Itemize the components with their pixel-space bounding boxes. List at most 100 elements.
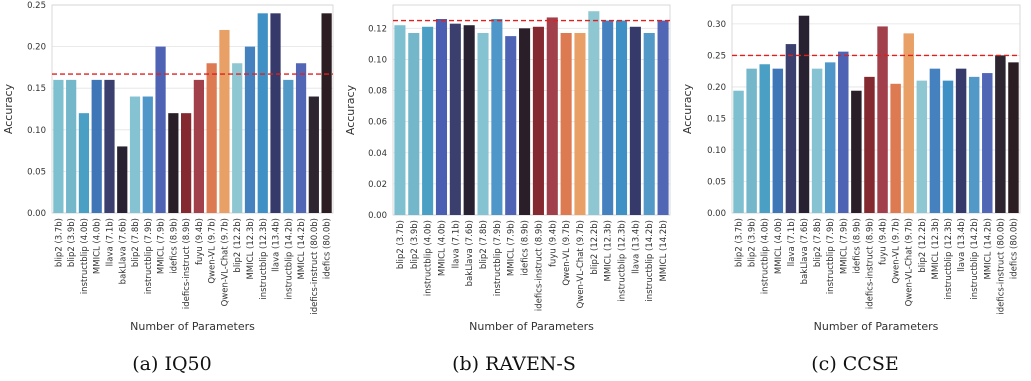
raven-s-bar [463,25,475,215]
ccse-xtick-label: MMICL (12.3b) [931,218,941,280]
raven-s-ytick-label: 0.06 [368,118,387,128]
ccse-bar [916,80,928,214]
ccse-xtick-label: MMICL (14.2b) [983,218,993,280]
ccse-ytick-label: 0.20 [707,83,726,93]
raven-s-ytick-label: 0.08 [368,87,387,97]
raven-s-bar [435,19,448,215]
ccse-xtick-label: idefics-instruct (8.9b) [865,218,875,309]
iq50-bar [270,13,281,213]
iq50-bar [129,96,141,213]
raven-s-bar [574,33,586,215]
iq50-ytick-label: 0.15 [27,84,46,94]
raven-s-xtick-label: llava (13.4b) [631,220,641,274]
raven-s-xtick-label: instructblip (7.9b) [493,220,503,296]
iq50-xtick-label: Qwen-VL (9.7b) [208,218,218,284]
raven-s-bar [657,20,669,215]
ccse-xtick-label: blip2 (7.8b) [813,218,823,267]
iq50-bar [91,79,102,213]
ccse-bar [1008,62,1019,213]
raven-s-bar [546,17,558,216]
iq50-ytick-label: 0.25 [27,1,46,11]
raven-s-xtick-label: blip2 (7.8b) [479,220,489,269]
iq50-ylabel: Accuracy [2,83,15,134]
chart-panel-raven-s: 0.00 0.02 0.04 0.06 0.08 0.10 0.12 blip2 (3.7b)… [344,4,671,333]
ccse-xtick-label: blip2 (3.9b) [748,218,758,267]
raven-s-bar [588,11,600,215]
raven-s-xtick-label: blip2 (3.7b) [396,220,406,269]
iq50-xlabel: Number of Parameters [130,320,255,333]
iq50-ytick-label: 0.05 [27,167,46,177]
iq50-bar [295,63,307,213]
caption-iq50: (a) IQ50 [132,353,211,375]
ccse-bar [929,68,941,213]
raven-s-xtick-label: Qwen-VL-Chat (9.7b) [576,220,586,308]
raven-s-xtick-label: bakLlava (7.6b) [465,220,475,286]
raven-s-xtick-label: MMICL (4.0b) [437,220,447,276]
iq50-bar [53,79,64,213]
iq50-xtick-label: blip2 (3.9b) [67,218,77,267]
iq50-ytick-label: 0.20 [27,43,46,53]
iq50-bar [104,79,115,213]
raven-s-ylabel: Accuracy [344,84,357,135]
ccse-bar [864,76,875,213]
ccse-ytick-label: 0.15 [707,114,726,124]
raven-s-ytick-label: 0.02 [368,180,387,190]
iq50-xtick-label: instructblip (12.3b) [259,218,269,300]
raven-s-ytick-label: 0.10 [368,55,387,65]
iq50-xtick-label: Qwen-VL-Chat (9.7b) [220,218,230,306]
ccse-bar [851,90,862,213]
ccse-xlabel: Number of Parameters [814,320,939,333]
ccse-bar [982,73,993,213]
ccse-bar [785,44,797,213]
iq50-bar [78,113,90,213]
raven-s-bar [532,26,544,216]
raven-s-bar [422,26,434,216]
ccse-ylabel: Accuracy [681,83,694,134]
raven-s-xtick-label: blip2 (12.2b) [590,220,600,275]
iq50-xtick-label: instructblip (14.2b) [284,218,294,300]
raven-s-xtick-label: MMICL (14.2b) [659,220,669,282]
ccse-ytick-label: 0.10 [707,146,726,156]
raven-s-bar [519,28,531,216]
iq50-xtick-label: fuyu (9.4b) [195,218,205,265]
iq50-bar [66,79,77,213]
raven-s-xtick-label: blip2 (3.9b) [410,220,420,269]
raven-s-bar [477,33,489,215]
iq50-xtick-label: idefics-instruct (8.9b) [182,218,192,309]
raven-s-ytick-label: 0.04 [368,149,387,159]
ccse-xtick-label: instructblip (14.2b) [970,218,980,300]
ccse-bar [955,68,967,213]
raven-s-bar [394,25,406,215]
iq50-xtick-label: idefics-instruct (80.0b) [310,218,320,315]
ccse-xtick-label: idefics (8.9b) [852,218,862,274]
raven-s-xtick-label: MMICL (7.9b) [507,220,517,276]
iq50-bar [193,79,204,213]
ccse-bar [995,55,1006,214]
ccse-bar [942,80,954,214]
iq50-xtick-label: instructblip (4.0b) [80,218,90,294]
iq50-bar [308,96,319,213]
ccse-bar [759,64,770,214]
ccse-xtick-label: instructblip (7.9b) [826,218,836,294]
raven-s-bar [643,33,655,215]
raven-s-bar [408,33,420,215]
raven-s-bar [449,23,461,215]
raven-s-xtick-label: instructblip (14.2b) [645,220,655,302]
chart-panel-ccse: 0.00 0.05 0.10 0.15 0.20 0.25 0.30 blip2 (3.7b)… [681,4,1021,333]
iq50-xtick-label: bakLlava (7.6b) [118,218,128,284]
iq50-bar [321,13,332,213]
iq50-bar [206,63,217,213]
iq50-xtick-label: idefics (8.9b) [169,218,179,274]
ccse-bar [890,83,901,214]
ccse-xtick-label: instructblip (4.0b) [761,218,771,294]
ccse-xtick-label: idefics (80.0b) [1009,218,1019,279]
iq50-bar [219,29,230,214]
iq50-xtick-label: idefics (80.0b) [323,218,333,279]
raven-s-bar [560,33,572,215]
raven-s-bar [505,36,517,215]
iq50-xtick-label: llava (7.1b) [105,218,115,266]
iq50-bar [232,63,243,213]
iq50-bar [283,79,294,213]
raven-s-bar [491,19,503,215]
